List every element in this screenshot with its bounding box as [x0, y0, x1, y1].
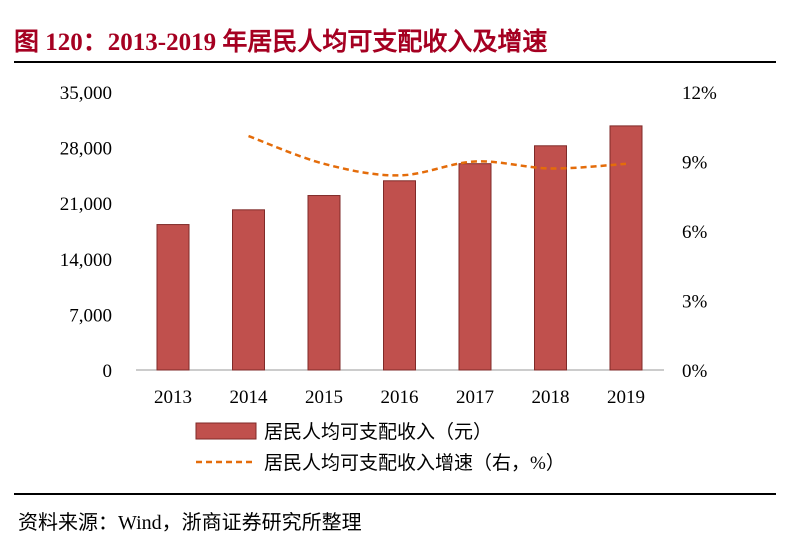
source-note: 资料来源：Wind，浙商证券研究所整理 — [18, 512, 362, 534]
income-bar — [383, 180, 416, 371]
top-rule — [14, 61, 776, 63]
chart: 0 7,000 14,000 21,000 28,000 35,000 0% 3% 6% 9% 12… — [60, 83, 717, 474]
left-axis-tick: 28,000 — [60, 139, 112, 160]
bottom-rule — [14, 493, 776, 495]
income-bar — [609, 125, 643, 371]
x-axis-tick: 2014 — [230, 387, 269, 408]
legend-line-label: 居民人均可支配收入增速（右，%） — [264, 452, 565, 474]
x-axis-tick: 2013 — [154, 387, 192, 408]
x-axis-tick: 2018 — [532, 387, 570, 408]
x-axis-tick: 2017 — [456, 387, 494, 408]
left-axis-tick: 0 — [103, 361, 113, 382]
left-axis-tick: 35,000 — [60, 83, 112, 104]
left-axis-tick: 14,000 — [60, 250, 112, 271]
left-axis-tick: 21,000 — [60, 194, 112, 215]
income-bar — [307, 195, 341, 371]
right-axis-tick: 3% — [682, 292, 708, 313]
right-axis-tick: 6% — [682, 222, 708, 243]
right-axis-tick: 9% — [682, 153, 708, 174]
right-axis-tick: 0% — [682, 361, 708, 382]
legend-bar-label: 居民人均可支配收入（元） — [264, 421, 492, 443]
income-bar — [534, 145, 567, 371]
x-axis-tick: 2016 — [381, 387, 419, 408]
income-bar — [232, 209, 265, 371]
x-axis-tick: 2019 — [607, 387, 645, 408]
right-axis-tick: 12% — [682, 83, 717, 104]
income-bar — [156, 224, 190, 371]
legend-bar-swatch — [195, 422, 257, 440]
figure-title: 图 120：2013-2019 年居民人均可支配收入及增速 — [14, 29, 548, 56]
income-bar — [458, 163, 492, 371]
x-axis-tick: 2015 — [305, 387, 343, 408]
growth-line — [248, 134, 627, 177]
left-axis-tick: 7,000 — [69, 305, 112, 326]
